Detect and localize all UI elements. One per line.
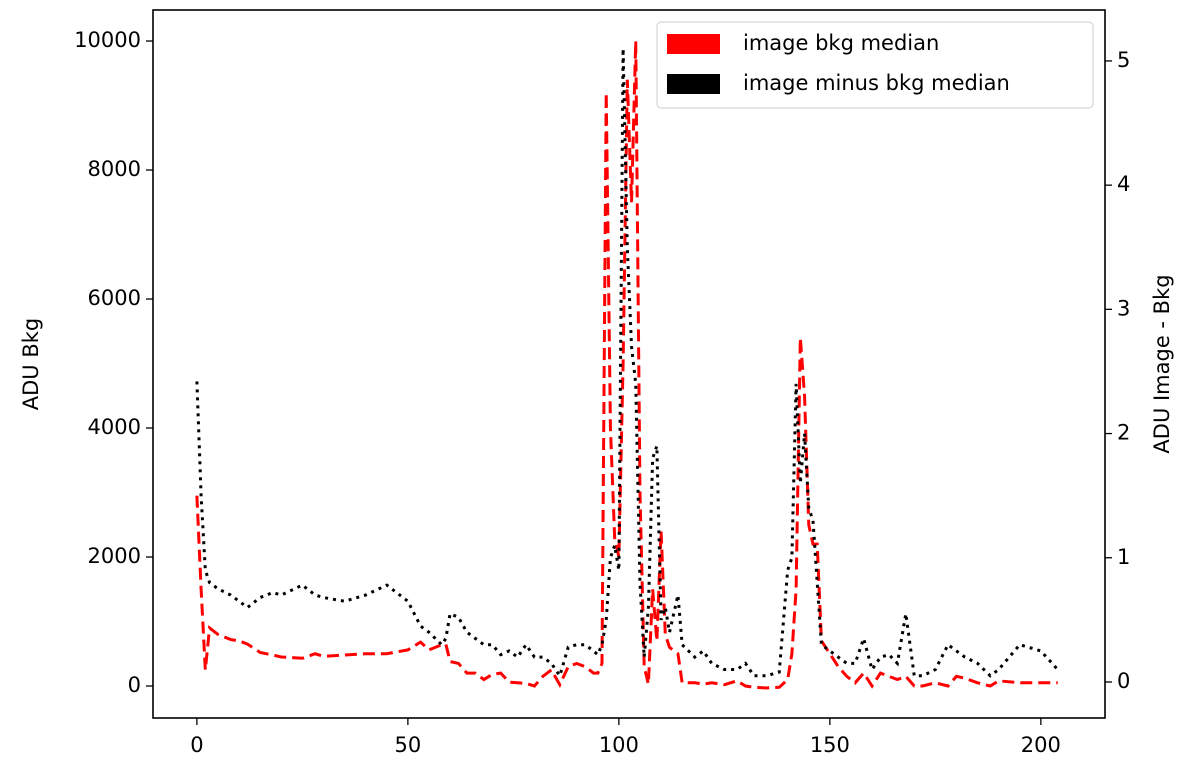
data-line — [195, 40, 1058, 690]
y-tick-label: 0 — [128, 673, 141, 697]
y-tick-label: 6000 — [88, 286, 141, 310]
x-tick-label: 50 — [395, 733, 422, 757]
data-line — [195, 48, 1059, 680]
y2-tick-label: 3 — [1117, 296, 1130, 320]
y-tick-label: 10000 — [74, 28, 141, 52]
y-tick-label: 4000 — [88, 415, 141, 439]
y2-tick-label: 1 — [1117, 545, 1130, 569]
y2-tick-label: 0 — [1117, 669, 1130, 693]
legend-swatch — [667, 34, 720, 54]
x-tick-label: 0 — [190, 733, 203, 757]
y2-tick-label: 4 — [1117, 172, 1130, 196]
y-tick-label: 2000 — [88, 544, 141, 568]
y-tick-label: 8000 — [88, 157, 141, 181]
legend-label: image minus bkg median — [743, 71, 1010, 95]
x-tick-label: 100 — [599, 733, 639, 757]
plot-frame — [152, 9, 1106, 719]
legend-box — [656, 21, 1094, 109]
x-tick-label: 150 — [810, 733, 850, 757]
y2-axis-label: ADU Image - Bkg — [1150, 274, 1174, 453]
legend-label: image bkg median — [743, 31, 939, 55]
y-axis-label: ADU Bkg — [19, 318, 43, 410]
y2-tick-label: 2 — [1117, 421, 1130, 445]
legend-swatch — [667, 74, 720, 94]
y2-tick-label: 5 — [1117, 48, 1130, 72]
x-tick-label: 200 — [1021, 733, 1061, 757]
